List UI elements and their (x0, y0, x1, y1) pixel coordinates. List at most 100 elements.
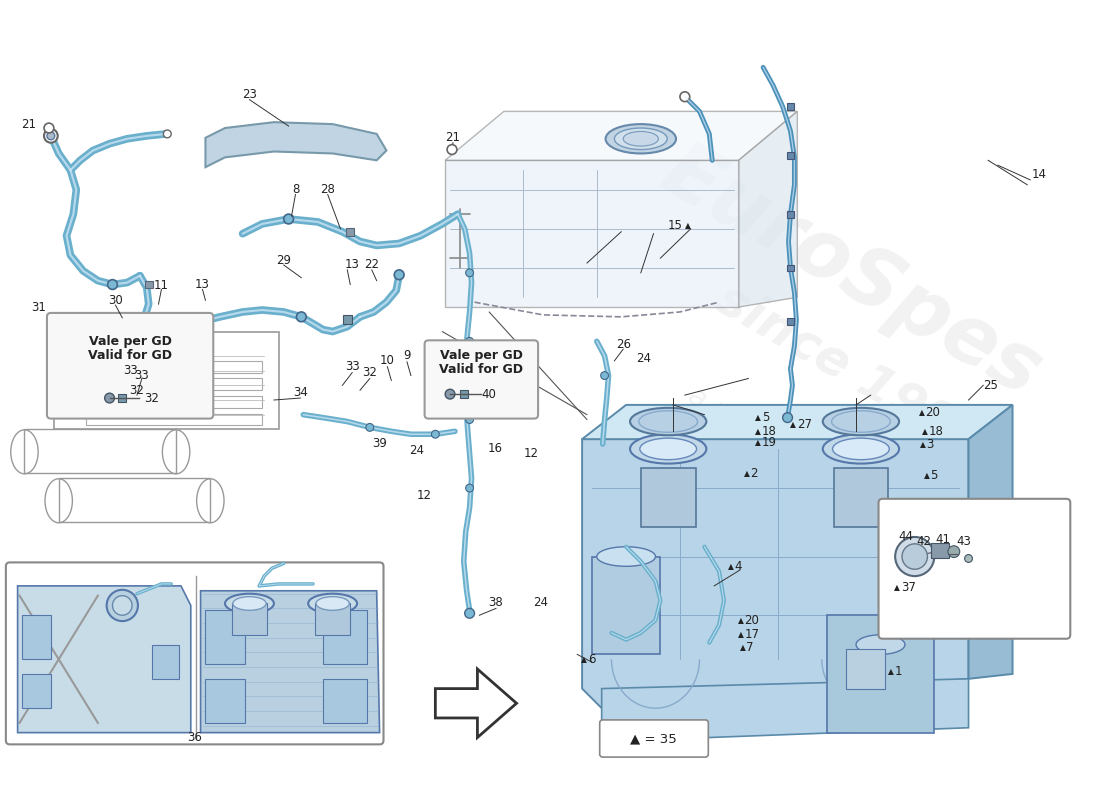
Text: 24: 24 (534, 596, 549, 609)
Text: 1: 1 (895, 666, 903, 678)
Polygon shape (18, 586, 190, 733)
Text: 25: 25 (983, 379, 998, 392)
Circle shape (164, 130, 172, 138)
Text: 8: 8 (292, 183, 299, 196)
Text: 27: 27 (798, 418, 812, 431)
Text: ▲: ▲ (924, 471, 930, 480)
Circle shape (464, 608, 474, 618)
Circle shape (965, 554, 972, 562)
Circle shape (284, 214, 294, 224)
Text: 33: 33 (123, 364, 138, 377)
Bar (322, 610, 367, 664)
Text: since 1985: since 1985 (708, 274, 994, 467)
Ellipse shape (902, 544, 927, 570)
Bar (641, 469, 695, 527)
Ellipse shape (856, 634, 905, 654)
Text: EuroSpes: EuroSpes (648, 133, 1055, 413)
Bar (22, 674, 51, 708)
Text: 5: 5 (931, 469, 938, 482)
Text: 4: 4 (735, 560, 743, 573)
Text: 40: 40 (482, 388, 496, 401)
Bar (206, 679, 244, 723)
Text: 2: 2 (750, 467, 758, 480)
Text: ▲: ▲ (744, 469, 749, 478)
Text: 44: 44 (899, 530, 913, 543)
Bar (54, 331, 278, 430)
Text: ▲: ▲ (889, 667, 894, 677)
Text: 33: 33 (344, 360, 360, 374)
Ellipse shape (308, 594, 358, 614)
Circle shape (465, 484, 473, 492)
Polygon shape (582, 405, 1013, 439)
Circle shape (296, 312, 306, 322)
Text: 43: 43 (956, 535, 971, 548)
Circle shape (134, 356, 140, 362)
Circle shape (108, 280, 118, 290)
Bar (315, 603, 350, 634)
Bar (86, 378, 262, 390)
Ellipse shape (615, 128, 668, 150)
Text: 28: 28 (320, 183, 336, 196)
Bar (788, 318, 794, 325)
Bar (346, 228, 354, 236)
FancyBboxPatch shape (425, 340, 538, 418)
Circle shape (107, 590, 138, 621)
Text: 20: 20 (745, 614, 759, 626)
Polygon shape (582, 439, 968, 708)
FancyBboxPatch shape (879, 499, 1070, 638)
Text: 15: 15 (668, 219, 683, 232)
Text: Vale per GD: Vale per GD (89, 335, 172, 348)
Text: ▲: ▲ (738, 616, 744, 625)
Bar (145, 281, 153, 289)
Text: 38: 38 (488, 596, 504, 609)
Text: ▲: ▲ (728, 562, 734, 571)
Polygon shape (738, 111, 798, 307)
Text: ▲: ▲ (756, 413, 761, 422)
FancyBboxPatch shape (6, 562, 384, 744)
Text: 36: 36 (187, 731, 202, 744)
Text: 39: 39 (372, 437, 387, 450)
Bar (86, 396, 262, 408)
Text: 37: 37 (901, 582, 916, 594)
Ellipse shape (624, 131, 659, 146)
Circle shape (601, 372, 608, 379)
Bar (58, 478, 210, 522)
Text: 5: 5 (762, 411, 770, 424)
Bar (592, 557, 660, 654)
Text: 32: 32 (130, 384, 144, 397)
Text: 32: 32 (144, 391, 159, 405)
Circle shape (44, 129, 57, 142)
Polygon shape (446, 111, 798, 160)
Circle shape (95, 356, 101, 362)
Text: 16: 16 (487, 442, 503, 455)
Polygon shape (200, 590, 380, 733)
Text: ▲: ▲ (756, 427, 761, 436)
Circle shape (447, 145, 456, 154)
Text: 23: 23 (242, 88, 257, 102)
Bar (119, 394, 126, 402)
Polygon shape (446, 160, 738, 307)
Text: 13: 13 (344, 258, 360, 271)
Text: 34: 34 (293, 386, 308, 398)
Text: ▲: ▲ (581, 654, 587, 664)
Circle shape (465, 269, 473, 277)
Bar (788, 210, 794, 218)
Text: 12: 12 (524, 447, 539, 460)
Text: ▲ = 35: ▲ = 35 (630, 732, 676, 745)
Circle shape (202, 356, 208, 362)
Bar (846, 650, 886, 689)
Text: 17: 17 (745, 628, 759, 642)
Text: 7: 7 (747, 641, 754, 654)
Text: Vale per GD: Vale per GD (440, 350, 522, 362)
Text: 29: 29 (276, 254, 292, 266)
Text: a passion for parts: a passion for parts (683, 382, 922, 536)
Text: ▲: ▲ (756, 438, 761, 446)
Ellipse shape (316, 597, 350, 610)
Ellipse shape (630, 434, 706, 463)
Circle shape (431, 430, 439, 438)
Circle shape (948, 546, 959, 558)
Circle shape (446, 390, 455, 399)
Circle shape (783, 413, 792, 422)
Text: 10: 10 (379, 354, 395, 367)
Bar (152, 645, 179, 679)
